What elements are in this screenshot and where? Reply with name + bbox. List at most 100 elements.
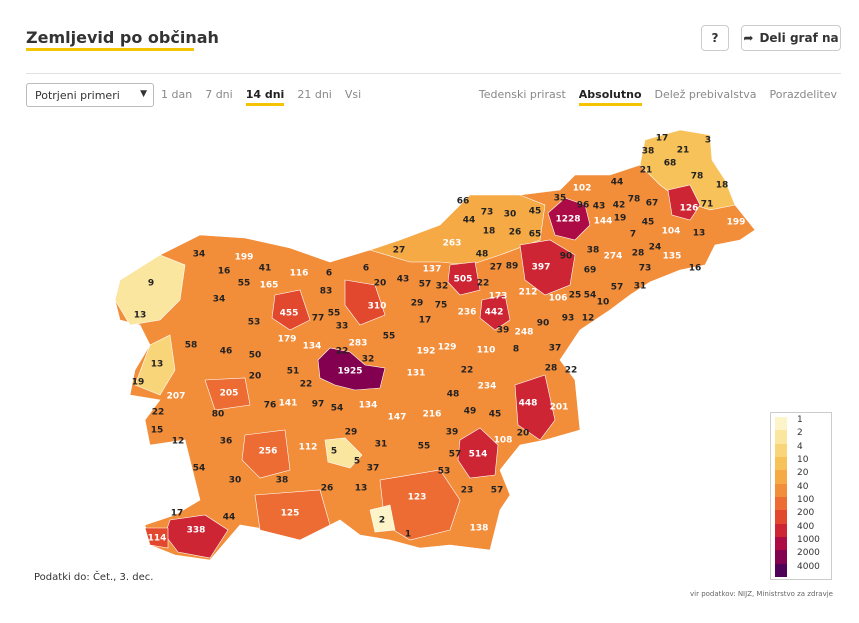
mode-tab-2[interactable]: Delež prebivalstva — [654, 88, 757, 101]
municipality-value-label: 71 — [701, 200, 714, 210]
legend-tick-label: 1 — [797, 415, 803, 425]
municipality-value-label: 35 — [554, 194, 567, 204]
help-button[interactable]: ? — [701, 25, 729, 51]
municipality-value-label: 57 — [419, 280, 432, 290]
municipality-value-label: 442 — [485, 308, 504, 318]
municipality-value-label: 126 — [680, 204, 699, 214]
municipality-value-label: 22 — [336, 347, 349, 357]
municipality-value-label: 43 — [397, 275, 410, 285]
municipality-value-label: 114 — [148, 534, 167, 544]
municipality-value-label: 32 — [436, 282, 449, 292]
municipality-value-label: 141 — [279, 399, 298, 409]
municipality-value-label: 23 — [461, 486, 474, 496]
share-button[interactable]: ➦ Deli graf na — [741, 25, 841, 51]
municipality-value-label: 144 — [594, 217, 613, 227]
municipality-value-label: 104 — [662, 227, 681, 237]
municipality-value-label: 73 — [639, 264, 652, 274]
municipality-value-label: 8 — [513, 345, 519, 355]
municipality-value-label: 17 — [419, 316, 432, 326]
region-murska-sobota[interactable] — [667, 184, 701, 221]
legend-tick-label: 1000 — [797, 535, 820, 545]
municipality-value-label: 55 — [383, 332, 396, 342]
municipality-value-label: 106 — [549, 294, 568, 304]
region-kamnik[interactable] — [344, 279, 386, 326]
municipality-value-label: 54 — [584, 291, 597, 301]
region-small-cen[interactable] — [324, 437, 363, 469]
region-idrija[interactable] — [204, 377, 251, 411]
municipality-value-label: 75 — [435, 301, 448, 311]
range-tab-4[interactable]: Vsi — [344, 88, 362, 101]
municipality-value-label: 5 — [354, 457, 360, 467]
metric-select[interactable]: Potrjeni primeri ▼ — [26, 83, 154, 107]
region-novo-mesto[interactable] — [457, 427, 499, 479]
region-maribor[interactable] — [547, 197, 591, 241]
municipality-value-label: 147 — [388, 413, 407, 423]
municipality-value-label: 16 — [218, 267, 231, 277]
region-primorska-west[interactable] — [114, 254, 186, 326]
region-kranj[interactable] — [271, 289, 311, 331]
municipality-value-label: 24 — [649, 243, 662, 253]
municipality-value-label: 28 — [545, 364, 558, 374]
legend-swatch — [775, 483, 787, 497]
mode-tab-3[interactable]: Porazdelitev — [769, 88, 837, 101]
municipality-value-label: 38 — [642, 147, 655, 157]
municipality-value-label: 1925 — [337, 367, 362, 377]
municipality-value-label: 25 — [569, 291, 582, 301]
range-tab-0[interactable]: 1 dan — [161, 88, 193, 101]
region-velenje[interactable] — [447, 261, 481, 296]
share-icon: ➦ — [743, 31, 754, 45]
municipality-value-label: 44 — [223, 513, 236, 523]
range-tab-3[interactable]: 21 dni — [297, 88, 332, 101]
municipality-value-label: 44 — [463, 216, 476, 226]
region-koroska[interactable] — [369, 194, 546, 266]
municipality-value-label: 83 — [320, 287, 333, 297]
municipality-value-label: 22 — [300, 380, 313, 390]
municipality-value-label: 116 — [290, 269, 309, 279]
municipality-value-label: 134 — [359, 401, 378, 411]
mode-tabs: Tedenski prirast Absolutno Delež prebivals… — [479, 88, 837, 106]
legend-tick-label: 200 — [797, 508, 815, 519]
municipality-value-label: 26 — [509, 228, 522, 238]
municipality-value-label: 78 — [691, 172, 704, 182]
municipality-value-label: 19 — [132, 378, 145, 388]
region-savinjska[interactable] — [479, 294, 511, 331]
region-small-south[interactable] — [369, 504, 396, 533]
municipality-value-label: 20 — [374, 279, 387, 289]
municipality-value-label: 39 — [446, 428, 459, 438]
municipality-value-label: 36 — [220, 437, 233, 447]
mode-tab-1[interactable]: Absolutno — [578, 88, 642, 106]
region-piran[interactable] — [144, 527, 169, 549]
municipality-value-label: 48 — [447, 390, 460, 400]
legend-swatch — [775, 510, 787, 524]
metric-select-value: Potrjeni primeri — [35, 88, 120, 102]
region-postojna[interactable] — [241, 429, 291, 479]
municipality-value-label: 236 — [458, 308, 477, 318]
municipality-value-label: 274 — [604, 252, 623, 262]
legend-swatch — [775, 443, 787, 457]
region-west-mid[interactable] — [134, 334, 176, 396]
municipality-value-label: 173 — [489, 292, 508, 302]
municipality-value-label: 93 — [562, 314, 575, 324]
range-tab-2[interactable]: 14 dni — [245, 88, 285, 106]
region-ljubljana[interactable] — [317, 347, 386, 391]
region-krsko[interactable] — [514, 374, 556, 441]
municipality-value-label: 43 — [593, 202, 606, 212]
municipality-value-label: 17 — [171, 509, 184, 519]
municipality-value-label: 34 — [213, 295, 226, 305]
municipality-value-label: 3 — [705, 136, 711, 146]
share-label: Deli graf na — [759, 31, 839, 45]
municipality-value-label: 78 — [628, 195, 641, 205]
municipality-value-label: 58 — [185, 341, 198, 351]
municipality-value-label: 17 — [656, 134, 669, 144]
region-ilirska[interactable] — [254, 489, 331, 541]
mode-tab-0[interactable]: Tedenski prirast — [478, 88, 566, 101]
municipality-value-label: 55 — [238, 279, 251, 289]
municipality-value-label: 31 — [375, 440, 388, 450]
legend-tick-label: 10 — [797, 455, 809, 465]
municipality-value-label: 45 — [529, 207, 542, 217]
region-celje[interactable] — [519, 239, 576, 296]
municipality-value-label: 131 — [403, 218, 422, 228]
range-tab-1[interactable]: 7 dni — [205, 88, 233, 101]
municipality-value-label: 6 — [326, 269, 332, 279]
